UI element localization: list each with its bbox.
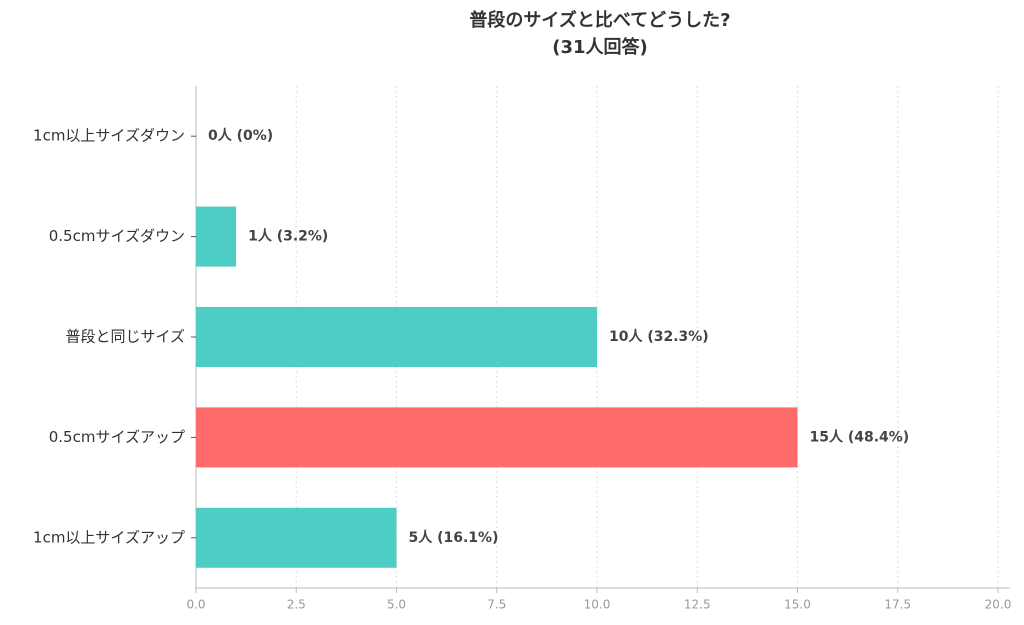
bar xyxy=(196,307,597,367)
x-tick-label: 5.0 xyxy=(387,598,406,612)
x-tick-label: 0.0 xyxy=(186,598,205,612)
bar xyxy=(196,507,397,568)
bar xyxy=(196,407,798,468)
y-tick-label: 普段と同じサイズ xyxy=(65,328,185,346)
y-tick-label: 1cm以上サイズアップ xyxy=(33,528,185,546)
value-label: 0人 (0%) xyxy=(208,127,273,144)
value-label: 15人 (48.4%) xyxy=(809,428,909,445)
x-tick-label: 20.0 xyxy=(985,598,1012,612)
x-tick-label: 7.5 xyxy=(487,598,506,612)
y-tick-label: 0.5cmサイズダウン xyxy=(49,227,185,245)
x-tick-label: 15.0 xyxy=(784,598,811,612)
x-tick-label: 2.5 xyxy=(287,598,306,612)
y-tick-label: 1cm以上サイズダウン xyxy=(33,127,185,145)
bar xyxy=(196,206,237,267)
x-tick-label: 17.5 xyxy=(884,598,911,612)
value-label: 1人 (3.2%) xyxy=(248,228,328,245)
x-tick-label: 12.5 xyxy=(684,598,711,612)
x-tick-label: 10.0 xyxy=(584,598,611,612)
value-label: 5人 (16.1%) xyxy=(408,529,498,546)
value-label: 10人 (32.3%) xyxy=(609,328,709,345)
y-tick-label: 0.5cmサイズアップ xyxy=(49,428,185,446)
chart-title: 普段のサイズと比べてどうした? xyxy=(469,9,730,31)
chart-subtitle: (31人回答) xyxy=(552,36,648,58)
